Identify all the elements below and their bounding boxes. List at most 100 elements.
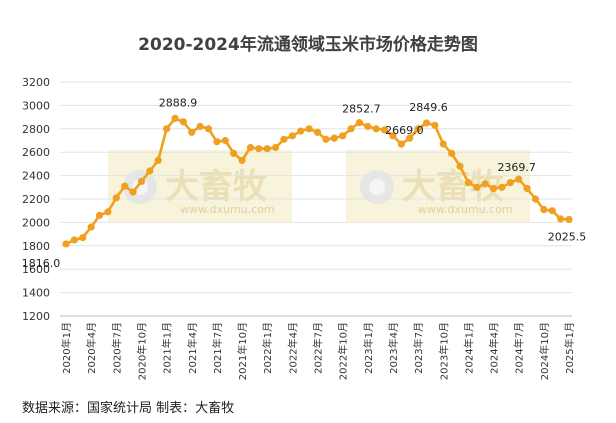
x-tick-label: 2022年7月 xyxy=(312,322,325,374)
data-point xyxy=(305,125,313,133)
data-point xyxy=(112,194,120,202)
series-corn-price xyxy=(62,114,573,248)
x-tick-label: 2023年7月 xyxy=(412,322,425,374)
data-label: 2669.0 xyxy=(385,124,424,137)
data-point xyxy=(104,208,112,216)
data-point xyxy=(213,138,221,146)
y-tick-label: 2800 xyxy=(22,123,50,136)
data-point xyxy=(448,149,456,157)
data-point xyxy=(238,156,246,164)
x-tick-label: 2025年1月 xyxy=(563,322,576,374)
data-point xyxy=(255,145,263,153)
x-tick-label: 2021年7月 xyxy=(211,322,224,374)
data-point xyxy=(322,135,330,143)
chart-title: 2020-2024年流通领域玉米市场价格走势图 xyxy=(138,34,478,55)
y-tick-label: 3000 xyxy=(22,99,50,112)
y-tick-label: 3200 xyxy=(22,76,50,89)
x-tick-label: 2024年7月 xyxy=(513,322,526,374)
data-point xyxy=(196,122,204,131)
data-point xyxy=(355,119,364,127)
y-axis: 1200 1400 1600 1800 2000 2200 2400 2600 2800 3000… xyxy=(22,76,50,323)
data-label: 2369.7 xyxy=(497,161,536,174)
x-tick-label: 2021年4月 xyxy=(186,322,199,374)
data-label: 2849.6 xyxy=(409,101,448,114)
data-point xyxy=(179,118,187,126)
x-tick-label: 2020年1月 xyxy=(60,322,73,374)
y-tick-label: 2200 xyxy=(22,193,50,206)
data-point xyxy=(531,195,540,203)
watermark-right-logo-inner xyxy=(369,179,385,195)
data-point xyxy=(288,132,296,140)
data-point xyxy=(271,143,280,152)
data-point xyxy=(439,140,447,148)
data-point xyxy=(489,184,498,193)
data-point xyxy=(364,122,372,131)
x-tick-label: 2022年10月 xyxy=(337,322,350,380)
data-point xyxy=(163,125,171,133)
data-point xyxy=(129,188,137,196)
x-tick-label: 2022年1月 xyxy=(261,322,274,374)
data-label: 2025.5 xyxy=(548,230,587,243)
watermark-right-url: www.dxumu.com xyxy=(418,203,513,216)
data-point xyxy=(154,156,162,164)
data-point xyxy=(389,132,397,140)
data-point xyxy=(204,125,213,133)
data-point xyxy=(422,119,431,127)
data-point xyxy=(263,145,271,153)
data-point xyxy=(565,215,573,224)
x-tick-label: 2022年4月 xyxy=(286,322,299,374)
x-tick-label: 2023年4月 xyxy=(387,322,400,374)
y-tick-label: 2600 xyxy=(22,146,50,159)
data-point xyxy=(481,180,489,188)
data-point xyxy=(397,140,405,148)
data-point xyxy=(498,183,506,191)
x-tick-label: 2024年1月 xyxy=(462,322,475,374)
y-tick-label: 1800 xyxy=(22,240,50,253)
x-tick-label: 2021年10月 xyxy=(236,322,249,380)
data-point xyxy=(87,223,95,231)
data-point xyxy=(456,162,464,170)
data-point xyxy=(95,211,104,219)
y-tick-label: 2000 xyxy=(22,216,50,229)
data-point xyxy=(339,132,347,140)
data-labels: 1816.0 2888.9 2852.7 2669.0 2849.6 2369.7 2025… xyxy=(22,96,587,270)
x-tick-label: 2024年4月 xyxy=(488,322,501,374)
data-point xyxy=(62,240,70,248)
data-point xyxy=(280,135,288,143)
x-tick-label: 2023年10月 xyxy=(437,322,450,380)
data-point xyxy=(473,183,481,191)
y-tick-label: 1200 xyxy=(22,310,50,323)
y-tick-label: 1400 xyxy=(22,287,50,300)
x-tick-label: 2021年1月 xyxy=(161,322,174,374)
data-point xyxy=(121,182,129,190)
x-tick-label: 2024年10月 xyxy=(538,322,551,380)
data-point xyxy=(171,114,179,122)
data-label: 2852.7 xyxy=(342,103,381,116)
x-tick-label: 2020年7月 xyxy=(110,322,123,374)
data-point xyxy=(297,127,305,135)
data-point xyxy=(548,207,556,215)
data-point xyxy=(406,134,414,142)
data-point xyxy=(313,128,322,136)
watermark-left-url: www.dxumu.com xyxy=(180,203,275,216)
data-point xyxy=(137,177,146,186)
data-point xyxy=(464,179,472,187)
grid xyxy=(60,81,572,317)
x-tick-label: 2020年4月 xyxy=(85,322,98,374)
data-point xyxy=(79,234,87,242)
watermark-left-brand: 大畜牧 xyxy=(165,167,268,207)
x-tick-label: 2023年1月 xyxy=(362,322,375,374)
y-tick-label: 1600 xyxy=(22,263,50,276)
data-point xyxy=(380,126,389,134)
data-point xyxy=(506,179,514,187)
data-point xyxy=(188,128,196,136)
data-point xyxy=(347,125,355,133)
data-point xyxy=(523,184,531,193)
data-point xyxy=(431,121,439,129)
data-point xyxy=(372,125,380,133)
x-axis: 2020年1月 2020年4月 2020年7月 2020年10月 2021年1月 2021… xyxy=(60,322,576,380)
data-point xyxy=(540,205,548,214)
data-label: 2888.9 xyxy=(159,96,198,109)
source-note: 数据来源：国家统计局 制表：大畜牧 xyxy=(22,401,235,416)
